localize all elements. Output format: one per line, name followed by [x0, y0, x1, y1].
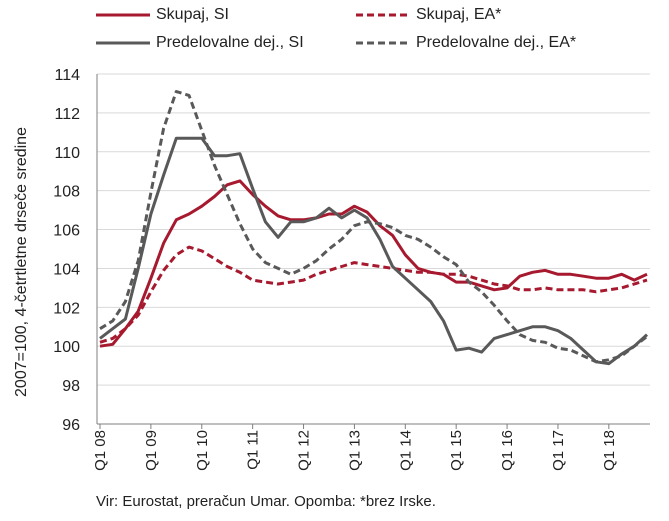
- x-tick-label: Q1 09: [143, 430, 160, 471]
- legend-item-predelovalne-si: Predelovalne dej., SI: [96, 33, 304, 53]
- x-tick-label: Q1 12: [296, 430, 313, 471]
- legend-swatch: [96, 41, 150, 45]
- series-line-skupaj-ea: [99, 245, 648, 344]
- x-tick-label: Q1 13: [346, 430, 363, 471]
- x-tick-label: Q1 17: [550, 430, 567, 471]
- axes: [96, 74, 650, 429]
- legend-item-skupaj-si: Skupaj, SI: [96, 5, 229, 25]
- y-tick-label: 98: [62, 378, 80, 395]
- series-line-skupaj-si: [99, 179, 648, 348]
- x-tick-label: Q1 18: [601, 430, 618, 471]
- legend-item-skupaj-ea: Skupaj, EA*: [356, 5, 501, 25]
- x-tick-label: Q1 15: [448, 430, 465, 471]
- source-footnote: Vir: Eurostat, preračun Umar. Opomba: *b…: [96, 493, 436, 510]
- series-line-predelovalne-dej-ea: [99, 90, 648, 364]
- legend-label: Predelovalne dej., EA*: [416, 34, 577, 51]
- legend-swatch: [96, 13, 150, 17]
- legend-swatch: [356, 13, 410, 17]
- x-tick-label: Q1 08: [92, 430, 109, 471]
- x-tick-label: Q1 10: [194, 430, 211, 471]
- x-tick-label: Q1 11: [245, 430, 262, 470]
- series-lines: [99, 90, 649, 366]
- x-tick-labels: Q1 08 Q1 09 Q1 10 Q1 11 Q1 12 Q1 13 Q1 14 Q1 15…: [92, 430, 618, 471]
- y-axis-label: 2007=100, 4-četrtletne drseče sredine: [13, 127, 30, 397]
- legend-item-predelovalne-ea: Predelovalne dej., EA*: [356, 33, 576, 53]
- y-tick-labels: 96 98 100 102 104 106 108 110 112 114: [53, 67, 80, 434]
- y-tick-label: 114: [54, 67, 80, 84]
- x-tick-label: Q1 16: [499, 430, 516, 471]
- y-tick-label: 112: [54, 106, 80, 123]
- legend-swatch: [356, 41, 410, 45]
- legend-label: Skupaj, EA*: [416, 6, 502, 23]
- y-tick-label: 106: [53, 223, 80, 240]
- y-tick-label: 100: [53, 339, 80, 356]
- legend-label: Predelovalne dej., SI: [156, 34, 304, 51]
- x-tick-label: Q1 14: [397, 430, 414, 471]
- y-tick-label: 96: [62, 417, 80, 434]
- legend-label: Skupaj, SI: [156, 6, 229, 23]
- y-tick-label: 108: [53, 184, 80, 201]
- y-tick-label: 104: [53, 261, 80, 278]
- series-line-predelovalne-dej-si: [99, 136, 649, 366]
- y-tick-label: 110: [54, 145, 80, 162]
- y-tick-label: 102: [53, 300, 80, 317]
